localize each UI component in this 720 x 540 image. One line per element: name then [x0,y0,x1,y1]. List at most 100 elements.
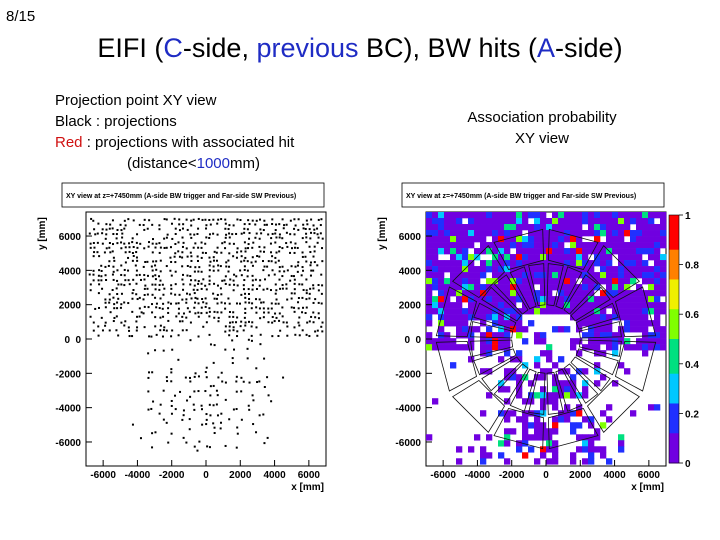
projection-point [285,287,288,290]
projection-point [240,232,243,235]
projection-point [181,227,184,230]
projection-point [215,251,218,254]
projection-point [136,315,139,318]
heatmap-cell [558,416,565,423]
projection-point [192,403,195,406]
projection-point [285,283,288,286]
projection-point [293,288,296,291]
projection-point [239,302,242,305]
right-y-tick-label: -6000 [395,438,421,449]
projection-point [240,255,243,258]
projection-point [301,283,304,286]
heatmap-cell [660,278,667,285]
projection-point [236,432,239,435]
chamber-sector [452,245,506,299]
heatmap-cell [648,404,655,411]
heatmap-cell [492,302,499,309]
colorbar-segment [669,418,679,424]
heatmap-cell [498,212,505,219]
projection-point [275,236,278,239]
heatmap-cell [432,296,439,303]
heatmap-cell [444,212,451,219]
colorbar-segment [669,428,679,434]
projection-point [182,436,185,439]
heatmap-cell [618,434,625,441]
projection-point [224,348,227,351]
projection-point [251,219,254,222]
projection-point [240,293,243,296]
colorbar-segment [669,393,679,400]
heatmap-cell [522,254,529,261]
heatmap-cell [564,236,571,243]
heatmap-cell [522,308,529,315]
chamber-sector [481,356,522,392]
projection-point [232,311,235,314]
heatmap-cell [582,266,589,273]
projection-point [104,265,107,268]
heatmap-cell [486,296,493,303]
heatmap-cell [444,290,451,297]
projection-point [309,274,312,277]
projection-point [289,219,292,222]
projection-point [259,343,262,346]
heatmap-cell [558,302,565,309]
projection-point [143,287,146,290]
chamber-sector [578,339,622,357]
heatmap-cell [654,254,661,261]
heatmap-cell [570,218,577,225]
projection-point [255,326,258,329]
projection-point [224,444,227,447]
projection-point [277,302,280,305]
heatmap-cell [534,260,541,267]
heatmap-cell [600,230,607,237]
right-description: Association probability XY view [432,107,652,149]
projection-point [155,306,158,309]
heatmap-cell [522,260,529,267]
heatmap-cell [600,410,607,417]
projection-point [146,293,149,296]
projection-point [148,371,151,374]
heatmap-cell [600,314,607,321]
projection-point [185,247,188,250]
heatmap-cell [534,218,541,225]
projection-point [113,316,116,319]
projection-point [248,237,251,240]
heatmap-cell [432,278,439,285]
projection-point [208,403,211,406]
projection-point [200,312,203,315]
heatmap-cell [606,278,613,285]
projection-point [217,316,220,319]
heatmap-cell [498,326,505,333]
projection-point [177,307,180,310]
projection-point [200,246,203,249]
projection-point [202,278,205,281]
heatmap-cell [516,380,523,387]
projection-point [290,292,293,295]
heatmap-cell [576,350,583,357]
projection-point [273,273,276,276]
projection-point [127,279,130,282]
heatmap-cell [558,278,565,285]
heatmap-cell [558,356,565,363]
heatmap-cell [480,344,487,351]
projection-point [200,287,203,290]
heatmap-cell [624,368,631,375]
desc-text: : projections with associated hit [82,134,295,151]
colorbar: 10.80.60.40.20 [668,211,699,470]
heatmap-cell [450,362,457,369]
projection-point [175,315,178,318]
projection-point [220,311,223,314]
chamber-sector [546,263,564,307]
projection-point [120,303,123,306]
projection-point [104,321,107,324]
projection-point [205,236,208,239]
heatmap-cell [486,452,493,459]
projection-point [194,266,197,269]
heatmap-cell [576,266,583,273]
heatmap-cell [660,218,667,225]
projection-point [147,408,150,411]
heatmap-cell [582,368,589,375]
projection-point [278,266,281,269]
projection-point [314,330,317,333]
projection-point [316,241,319,244]
